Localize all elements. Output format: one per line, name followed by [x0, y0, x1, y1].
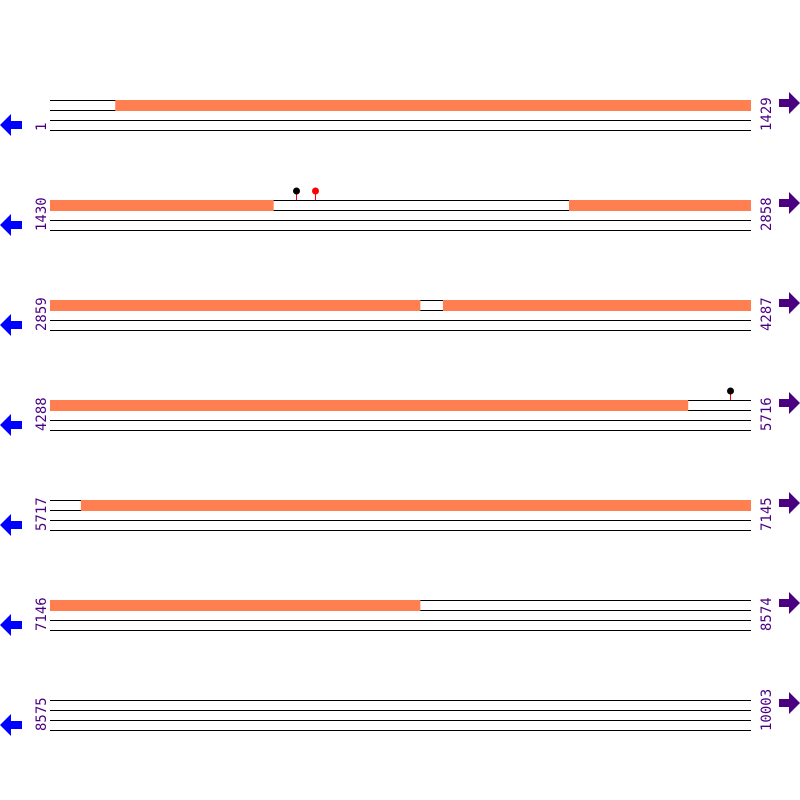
row-end-label: 7145 [759, 497, 775, 531]
feature-block[interactable] [50, 200, 274, 211]
marker-black-dot[interactable] [727, 387, 734, 395]
sequence-row: 1 1429 [0, 92, 800, 136]
row-start-label: 2859 [34, 297, 50, 331]
arrow-left-icon[interactable] [0, 714, 22, 736]
arrow-right-icon[interactable] [779, 392, 800, 414]
arrow-left-icon[interactable] [0, 314, 22, 336]
feature-block[interactable] [80, 500, 751, 511]
sequence-row: 4288 5716 [0, 387, 800, 436]
feature-block[interactable] [50, 600, 421, 611]
sequence-row: 1430 2858 [0, 187, 800, 236]
row-start-label: 5717 [34, 497, 50, 531]
row-start-label: 1 [34, 123, 50, 131]
sequence-row: 7146 8574 [0, 592, 800, 636]
arrow-right-icon[interactable] [779, 92, 800, 114]
row-end-label: 8574 [759, 597, 775, 631]
row-end-label: 4287 [759, 297, 775, 331]
feature-block[interactable] [50, 300, 421, 311]
row-end-label: 2858 [759, 197, 775, 231]
arrow-right-icon[interactable] [779, 692, 800, 714]
feature-block[interactable] [442, 300, 751, 311]
sequence-row: 5717 7145 [0, 492, 800, 536]
row-start-label: 4288 [34, 397, 50, 431]
feature-block[interactable] [569, 200, 751, 211]
row-start-label: 8575 [34, 697, 50, 731]
marker-red-dot[interactable] [312, 187, 319, 195]
row-end-label: 5716 [759, 397, 775, 431]
arrow-right-icon[interactable] [779, 192, 800, 214]
row-start-label: 1430 [34, 197, 50, 231]
arrow-right-icon[interactable] [779, 292, 800, 314]
marker-black-dot[interactable] [293, 187, 300, 195]
row-end-label: 1429 [759, 97, 775, 131]
arrow-left-icon[interactable] [0, 214, 22, 236]
arrow-left-icon[interactable] [0, 614, 22, 636]
feature-block[interactable] [115, 100, 751, 111]
arrow-left-icon[interactable] [0, 514, 22, 536]
arrow-left-icon[interactable] [0, 414, 22, 436]
arrow-right-icon[interactable] [779, 492, 800, 514]
feature-block[interactable] [50, 400, 689, 411]
sequence-row: 2859 4287 [0, 292, 800, 336]
row-end-label: 10003 [759, 689, 775, 731]
arrow-left-icon[interactable] [0, 114, 22, 136]
sequence-row: 8575 10003 [0, 689, 800, 736]
row-start-label: 7146 [34, 597, 50, 631]
arrow-right-icon[interactable] [779, 592, 800, 614]
